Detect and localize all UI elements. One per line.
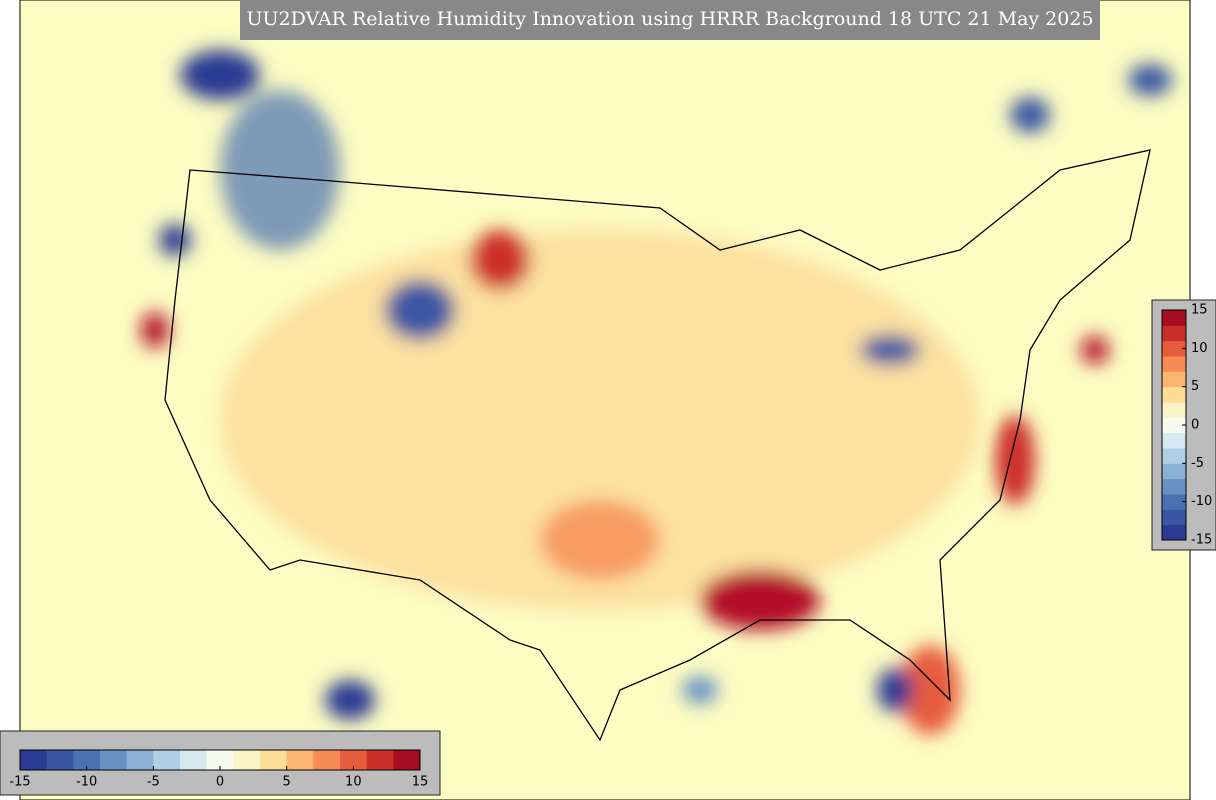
colorbar-swatch <box>1162 340 1186 357</box>
colorbar-swatch <box>1162 494 1186 510</box>
colorbar-tick-label: 15 <box>1191 303 1208 318</box>
colorbar-swatch <box>1162 463 1186 480</box>
colorbar-tick-label: -15 <box>9 775 30 790</box>
colorbar-swatch <box>206 750 234 770</box>
colorbar-swatch <box>233 750 261 770</box>
colorbar-swatch <box>20 750 48 770</box>
colorbar-swatch <box>340 750 368 770</box>
colorbar-tick-label: -10 <box>1191 494 1212 509</box>
colorbar-tick-label: -10 <box>76 775 97 790</box>
colorbar-tick-label: -15 <box>1191 533 1212 548</box>
colorbar-tick-label: -5 <box>1191 456 1204 471</box>
field-patch <box>385 280 455 340</box>
colorbar-swatch <box>260 750 288 770</box>
title-box <box>240 0 1100 40</box>
field-patch <box>540 500 660 580</box>
field-patch <box>700 570 820 630</box>
colorbar-tick-label: -5 <box>147 775 160 790</box>
field-patch <box>1081 336 1109 364</box>
colorbar-swatch <box>1162 509 1186 526</box>
country-outline <box>164 149 1151 742</box>
colorbar-swatch <box>393 750 421 770</box>
colorbar-swatch <box>1162 371 1186 388</box>
colorbar-swatch <box>1162 310 1186 326</box>
colorbar-swatch <box>1162 325 1186 342</box>
colorbar-swatch <box>46 750 74 770</box>
field-patch <box>1128 64 1172 96</box>
field-patch <box>220 90 340 250</box>
colorbar-swatch <box>1162 478 1186 495</box>
colorbar-swatch <box>1162 356 1186 372</box>
colorbar-tick-label: 5 <box>1191 379 1199 394</box>
colorbar-swatch <box>180 750 208 770</box>
map-title: UU2DVAR Relative Humidity Innovation usi… <box>246 8 1093 30</box>
field-patch <box>470 230 530 290</box>
field-patch <box>159 224 191 256</box>
field-patch <box>860 335 920 365</box>
colorbar-swatch <box>1162 524 1186 541</box>
field-patch <box>900 645 960 735</box>
colorbar-tick-label: 15 <box>412 775 429 790</box>
colorbar-swatch <box>100 750 128 770</box>
colorbar-swatch <box>1162 448 1186 464</box>
field-patch <box>180 50 260 100</box>
field-patch <box>877 668 913 712</box>
field-patch <box>1010 97 1050 133</box>
colorbar-tick-label: 0 <box>1191 418 1199 433</box>
colorbar-tick-label: 0 <box>216 775 224 790</box>
field-patch <box>682 676 718 704</box>
field-patch <box>995 415 1035 505</box>
colorbar-swatch <box>286 750 314 770</box>
colorbar-tick-label: 10 <box>1191 341 1208 356</box>
field-patch <box>325 680 375 720</box>
colorbar-swatch <box>1162 432 1186 449</box>
colorbar-swatch <box>73 750 101 770</box>
colorbar-swatch <box>313 750 341 770</box>
colorbar-tick-label: 10 <box>345 775 362 790</box>
colorbar-swatch <box>1162 417 1186 434</box>
colorbar-tick-label: 5 <box>283 775 291 790</box>
innovation-field <box>141 50 1172 735</box>
colorbar-swatch <box>1162 386 1186 403</box>
colorbar-swatch <box>153 750 181 770</box>
colorbar-swatch <box>1162 402 1186 418</box>
colorbar-swatch <box>366 750 394 770</box>
colorbar-swatch <box>126 750 154 770</box>
field-patch <box>141 312 169 348</box>
